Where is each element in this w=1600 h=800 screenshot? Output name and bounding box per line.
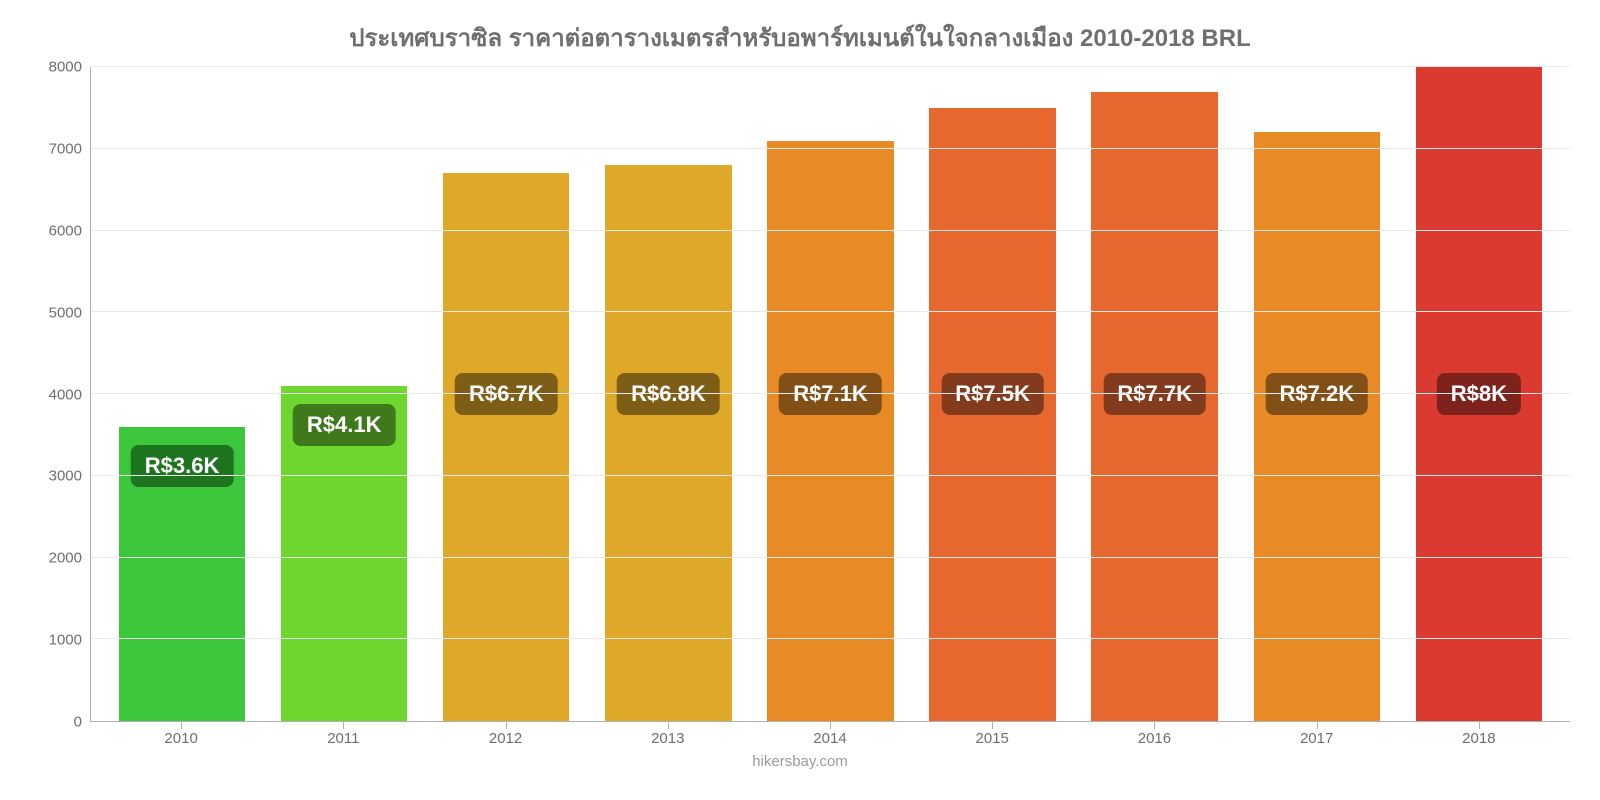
- gridline: [91, 148, 1570, 149]
- x-tick: 2010: [100, 730, 262, 747]
- x-tick-mark: [992, 722, 993, 729]
- bar-value-badge: R$7.1K: [779, 373, 882, 415]
- x-tick: 2017: [1236, 730, 1398, 747]
- bar-slot: R$4.1K: [263, 67, 425, 721]
- y-tick-label: 8000: [49, 59, 82, 76]
- x-tick-label: 2017: [1236, 730, 1398, 747]
- bar-slot: R$7.5K: [912, 67, 1074, 721]
- bar: R$7.5K: [929, 108, 1055, 721]
- x-axis: 201020112012201320142015201620172018: [90, 722, 1570, 747]
- y-tick-label: 1000: [49, 632, 82, 649]
- gridline: [91, 393, 1570, 394]
- bar-slot: R$6.8K: [587, 67, 749, 721]
- bars-row: R$3.6K R$4.1K R$6.7K R$6.8K R$7.1K R$7.5K R$7.…: [91, 67, 1570, 721]
- x-tick-label: 2012: [424, 730, 586, 747]
- gridline: [91, 66, 1570, 67]
- bar-value-badge: R$3.6K: [131, 445, 234, 487]
- x-tick: 2013: [587, 730, 749, 747]
- footer-source: hikersbay.com: [30, 753, 1570, 770]
- bar-slot: R$7.1K: [749, 67, 911, 721]
- plot-area: 010002000300040005000600070008000 R$3.6K…: [30, 67, 1570, 722]
- y-tick-label: 2000: [49, 550, 82, 567]
- bar-slot: R$3.6K: [101, 67, 263, 721]
- bar: R$3.6K: [119, 427, 245, 721]
- bar: R$7.7K: [1091, 92, 1217, 721]
- x-tick-label: 2015: [911, 730, 1073, 747]
- chart-title: ประเทศบราซิล ราคาต่อตารางเมตรสำหรับอพาร์…: [30, 18, 1570, 57]
- x-tick: 2012: [424, 730, 586, 747]
- chart-container: ประเทศบราซิล ราคาต่อตารางเมตรสำหรับอพาร์…: [0, 0, 1600, 800]
- bar-slot: R$7.7K: [1074, 67, 1236, 721]
- x-tick: 2011: [262, 730, 424, 747]
- y-tick-label: 7000: [49, 140, 82, 157]
- y-tick-label: 6000: [49, 222, 82, 239]
- bar: R$8K: [1416, 67, 1542, 721]
- x-tick: 2014: [749, 730, 911, 747]
- x-tick-label: 2018: [1398, 730, 1560, 747]
- x-tick-mark: [830, 722, 831, 729]
- gridline: [91, 230, 1570, 231]
- y-tick-label: 4000: [49, 386, 82, 403]
- gridline: [91, 557, 1570, 558]
- x-tick: 2015: [911, 730, 1073, 747]
- bar-value-badge: R$7.5K: [941, 373, 1044, 415]
- x-tick: 2016: [1073, 730, 1235, 747]
- x-tick-mark: [1317, 722, 1318, 729]
- x-tick-mark: [1154, 722, 1155, 729]
- gridline: [91, 311, 1570, 312]
- x-tick-label: 2011: [262, 730, 424, 747]
- x-tick: 2018: [1398, 730, 1560, 747]
- bar-slot: R$6.7K: [425, 67, 587, 721]
- x-tick-mark: [1479, 722, 1480, 729]
- x-tick-mark: [343, 722, 344, 729]
- x-tick-label: 2016: [1073, 730, 1235, 747]
- bar-slot: R$8K: [1398, 67, 1560, 721]
- x-tick-label: 2013: [587, 730, 749, 747]
- bar-slot: R$7.2K: [1236, 67, 1398, 721]
- y-axis: 010002000300040005000600070008000: [30, 67, 90, 722]
- bar-value-badge: R$7.7K: [1103, 373, 1206, 415]
- bar: R$7.1K: [767, 141, 893, 721]
- bar-value-badge: R$7.2K: [1266, 373, 1369, 415]
- y-tick-label: 0: [74, 714, 82, 731]
- bar-value-badge: R$6.7K: [455, 373, 558, 415]
- x-tick-mark: [506, 722, 507, 729]
- gridline: [91, 475, 1570, 476]
- x-tick-label: 2010: [100, 730, 262, 747]
- x-tick-mark: [181, 722, 182, 729]
- bars-area: R$3.6K R$4.1K R$6.7K R$6.8K R$7.1K R$7.5K R$7.…: [90, 67, 1570, 722]
- bar-value-badge: R$6.8K: [617, 373, 720, 415]
- bar-value-badge: R$8K: [1437, 373, 1521, 415]
- bar: R$7.2K: [1254, 132, 1380, 721]
- x-tick-label: 2014: [749, 730, 911, 747]
- bar-value-badge: R$4.1K: [293, 404, 396, 446]
- gridline: [91, 638, 1570, 639]
- y-tick-label: 3000: [49, 468, 82, 485]
- bar: R$4.1K: [281, 386, 407, 721]
- y-tick-label: 5000: [49, 304, 82, 321]
- x-tick-mark: [668, 722, 669, 729]
